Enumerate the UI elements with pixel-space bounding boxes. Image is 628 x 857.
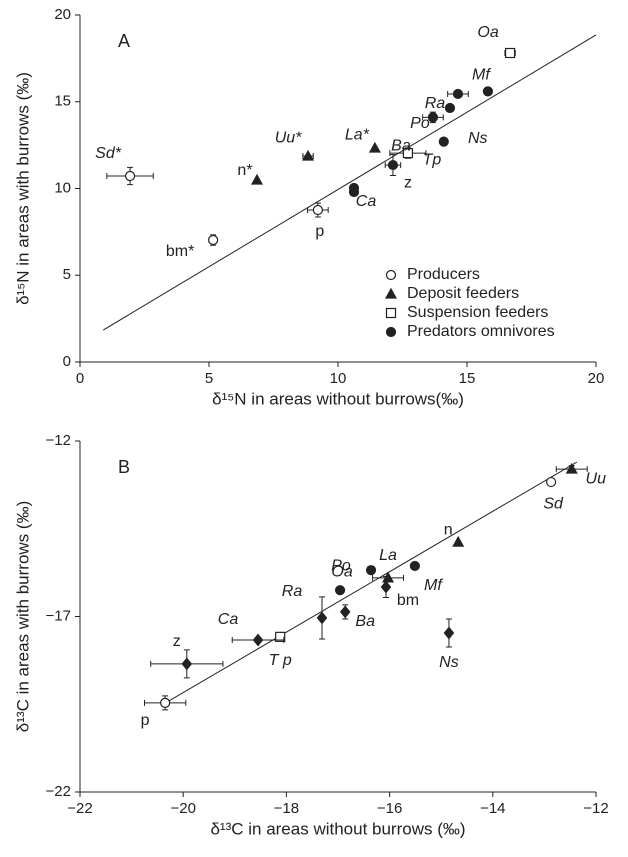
y-tick-label: 5 <box>63 266 71 283</box>
point <box>368 141 381 153</box>
legend-label: Producers <box>407 266 480 283</box>
point-label: Ra <box>425 95 446 112</box>
point-label: Ns <box>468 130 488 147</box>
point <box>387 159 399 171</box>
point <box>444 102 456 114</box>
point-label: Sd* <box>95 145 122 162</box>
x-tick-label: 0 <box>76 370 84 387</box>
fit-line <box>161 461 578 706</box>
point <box>312 204 323 216</box>
x-tick-label: −14 <box>480 800 505 817</box>
point-label: Uu* <box>275 129 302 146</box>
y-tick-label: 20 <box>54 6 71 23</box>
point-label: Ra <box>282 583 303 600</box>
y-tick-label: 10 <box>54 179 71 196</box>
y-tick-label: −17 <box>46 607 71 624</box>
point <box>181 657 193 671</box>
point-label: Po <box>331 557 351 574</box>
point-label: p <box>315 223 324 240</box>
point <box>482 86 493 97</box>
point <box>124 170 136 182</box>
y-tick-label: −22 <box>46 783 71 800</box>
x-tick-label: 15 <box>459 370 476 387</box>
point-label: bm* <box>166 243 194 260</box>
point <box>316 611 328 625</box>
point <box>365 565 377 576</box>
point-label: Oa <box>477 24 498 41</box>
x-tick-label: −20 <box>170 800 195 817</box>
x-axis-title: δ¹⁵N in areas without burrows(‰) <box>212 389 464 408</box>
x-axis-title: δ¹³C in areas without burrows (‰) <box>210 819 465 838</box>
panel-label: B <box>118 457 130 477</box>
y-tick-label: 15 <box>54 93 71 110</box>
point <box>385 326 397 338</box>
point-label: Ca <box>356 193 377 210</box>
point-label: z <box>173 633 181 650</box>
point-label: z <box>404 174 412 191</box>
point-label: Po <box>410 115 430 132</box>
point <box>452 535 465 547</box>
x-tick-label: −22 <box>67 800 92 817</box>
x-tick-label: −18 <box>274 800 299 817</box>
point <box>385 269 397 281</box>
point <box>402 148 414 159</box>
y-axis-title: δ¹⁵N in areas with burrows (‰) <box>13 72 32 305</box>
point <box>427 112 439 123</box>
point-label: Oa <box>331 563 352 580</box>
legend-label: Suspension feeders <box>407 304 548 321</box>
point <box>384 287 398 299</box>
point <box>275 631 286 642</box>
x-tick-label: −12 <box>583 800 608 817</box>
legend-label: Predators omnivores <box>407 323 555 340</box>
point <box>339 605 351 619</box>
x-tick-label: 5 <box>205 370 213 387</box>
point-label: Ba <box>355 613 375 630</box>
point <box>443 626 455 640</box>
point-label: Tp <box>423 151 442 168</box>
point <box>385 307 397 319</box>
point <box>380 580 392 594</box>
point <box>452 88 464 100</box>
point-label: n* <box>237 162 252 179</box>
y-tick-label: 0 <box>63 353 71 370</box>
point-label: n <box>444 521 453 538</box>
y-axis-title: δ¹³C in areas with burrows (‰) <box>13 501 32 732</box>
x-tick-label: 10 <box>330 370 347 387</box>
point <box>334 585 346 596</box>
point-label: Ca <box>218 611 239 628</box>
point-label: La <box>379 547 397 564</box>
point <box>348 186 360 198</box>
point <box>565 462 578 474</box>
point-label: Ba <box>391 138 411 155</box>
point <box>438 136 449 147</box>
point <box>208 234 219 246</box>
point-label: Mf <box>472 67 491 84</box>
x-tick-label: 20 <box>588 370 605 387</box>
point <box>504 47 516 59</box>
point-label: T p <box>269 652 292 669</box>
point-label: bm <box>397 592 419 609</box>
point-label: Mf <box>424 577 443 594</box>
panel-label: A <box>118 31 130 51</box>
x-tick-label: −16 <box>377 800 402 817</box>
point-label: Sd <box>543 495 564 512</box>
point <box>250 173 264 185</box>
point <box>546 476 557 488</box>
legend-label: Deposit feeders <box>407 285 519 302</box>
point <box>252 633 264 647</box>
point-label: Uu <box>586 470 607 487</box>
point <box>160 697 171 708</box>
fit-line <box>102 34 597 331</box>
point <box>409 560 420 572</box>
point <box>302 149 315 161</box>
point-label: La* <box>345 126 370 143</box>
point-label: Ns <box>439 654 459 671</box>
point-label: p <box>141 712 150 729</box>
y-tick-label: −12 <box>46 432 71 449</box>
